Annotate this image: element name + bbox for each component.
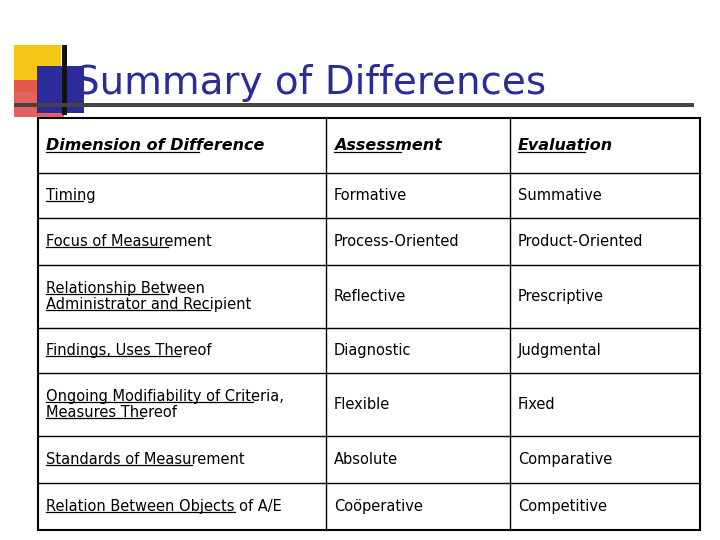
Text: Assessment: Assessment bbox=[334, 138, 441, 153]
Text: Judgmental: Judgmental bbox=[518, 343, 602, 358]
Text: Timing: Timing bbox=[46, 188, 96, 203]
Text: Competitive: Competitive bbox=[518, 499, 607, 514]
Bar bbox=[14, 80, 64, 117]
Bar bbox=[37, 66, 84, 113]
Bar bbox=[14, 103, 694, 107]
Text: Coöperative: Coöperative bbox=[334, 499, 423, 514]
Text: Evaluation: Evaluation bbox=[518, 138, 613, 153]
Text: Flexible: Flexible bbox=[334, 397, 390, 412]
Text: Prescriptive: Prescriptive bbox=[518, 289, 604, 304]
Text: Comparative: Comparative bbox=[518, 452, 612, 467]
Text: Standards of Measurement: Standards of Measurement bbox=[46, 452, 245, 467]
Text: Relation Between Objects of A/E: Relation Between Objects of A/E bbox=[46, 499, 282, 514]
Text: Administrator and Recipient: Administrator and Recipient bbox=[46, 297, 251, 312]
Bar bbox=[62, 45, 67, 115]
Text: Formative: Formative bbox=[334, 188, 408, 203]
Text: Fixed: Fixed bbox=[518, 397, 556, 412]
Text: Product-Oriented: Product-Oriented bbox=[518, 234, 644, 249]
Text: Summative: Summative bbox=[518, 188, 602, 203]
Text: Focus of Measurement: Focus of Measurement bbox=[46, 234, 212, 249]
Text: Ongoing Modifiability of Criteria,: Ongoing Modifiability of Criteria, bbox=[46, 389, 284, 404]
Text: Reflective: Reflective bbox=[334, 289, 406, 304]
Text: Diagnostic: Diagnostic bbox=[334, 343, 411, 358]
Text: Process-Oriented: Process-Oriented bbox=[334, 234, 459, 249]
Text: Dimension of Difference: Dimension of Difference bbox=[46, 138, 264, 153]
Text: Absolute: Absolute bbox=[334, 452, 398, 467]
Text: Relationship Between: Relationship Between bbox=[46, 281, 205, 296]
Bar bbox=[38, 118, 700, 530]
Text: Findings, Uses Thereof: Findings, Uses Thereof bbox=[46, 343, 212, 358]
Text: Summary of Differences: Summary of Differences bbox=[75, 64, 546, 102]
Text: Measures Thereof: Measures Thereof bbox=[46, 405, 177, 420]
Bar bbox=[14, 45, 61, 92]
